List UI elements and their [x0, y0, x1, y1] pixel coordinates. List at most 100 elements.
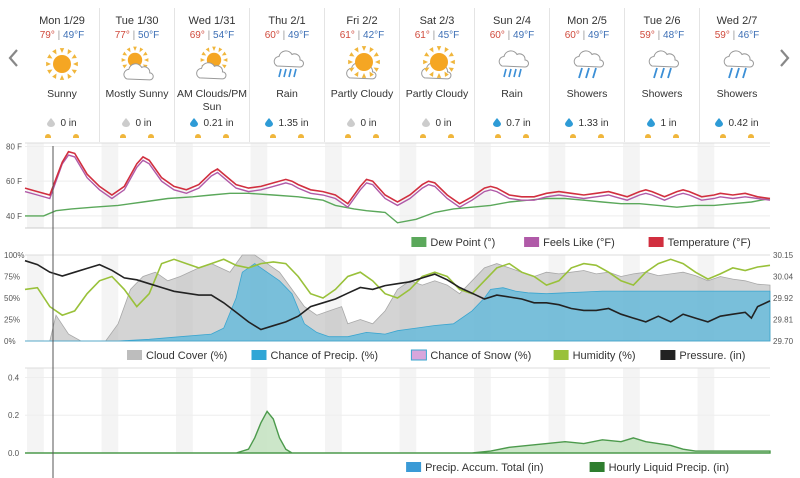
rain-icon — [273, 50, 304, 78]
sunrise-sunset-marks — [100, 134, 174, 140]
raindrop-icon — [190, 118, 203, 129]
night-band — [176, 143, 193, 228]
sunrise-sunset-marks — [175, 134, 249, 140]
series-line — [24, 154, 771, 209]
precip-chance-area — [25, 263, 771, 342]
series-line — [25, 192, 771, 224]
legend-swatch — [410, 349, 427, 361]
day-temps: 60° | 49°F — [564, 30, 610, 41]
low-temp: 49°F — [288, 30, 310, 41]
night-band — [697, 143, 715, 228]
raindrop-icon — [647, 118, 660, 129]
y-tick-label: 0.4 — [8, 373, 20, 382]
precipitation-panel — [25, 367, 770, 454]
showers-icon — [648, 50, 679, 79]
rain-icon — [498, 50, 529, 78]
sunrise-sunset-marks — [625, 134, 699, 140]
legend-swatch — [251, 350, 267, 360]
day-divider — [624, 8, 625, 142]
sunrise-sunset-marks — [400, 134, 474, 140]
forecast-day[interactable]: Fri 2/2 61° | 42°F Partly Cloudy 0 in — [325, 0, 399, 142]
humidity-line — [24, 258, 771, 317]
y-tick-label: 80 F — [6, 142, 22, 151]
day-temps: 69° | 54°F — [189, 30, 235, 41]
forecast-day[interactable]: Mon 1/29 79° | 49°F Sunny 0 in — [25, 0, 99, 142]
night-band — [27, 143, 44, 228]
forecast-day[interactable]: Tue 1/30 77° | 50°F Mostly Sunny 0 in — [100, 0, 174, 142]
forecast-day[interactable]: Sat 2/3 61° | 45°F Partly Cloudy 0 in — [400, 0, 474, 142]
y-tick-label: 50% — [4, 294, 20, 303]
night-band — [250, 143, 268, 228]
sunrise-sunset-marks — [250, 134, 324, 140]
night-band — [101, 143, 119, 228]
night-band — [325, 368, 342, 453]
night-band — [697, 368, 715, 453]
raindrop-icon — [122, 118, 135, 129]
chart-legend: Pressure. (in) Humidity (%) Chance of Snow… — [127, 349, 745, 362]
y-tick-label: 40 F — [6, 212, 22, 221]
forecast-day[interactable]: Sun 2/4 60° | 49°F Rain 0.7 in — [475, 0, 549, 142]
legend-swatch — [648, 237, 664, 247]
low-temp: 42°F — [363, 30, 385, 41]
legend-swatch — [524, 237, 540, 247]
y-tick-label: 100% — [4, 251, 24, 260]
chevron-right-icon[interactable] — [774, 44, 794, 72]
condition-label: AM Clouds/PM Sun — [176, 88, 248, 113]
raindrop-icon — [422, 118, 435, 129]
night-band — [623, 143, 640, 228]
y-tick-label: 60 F — [6, 177, 22, 186]
day-divider — [249, 8, 250, 142]
precip-amount: 1.33 in — [550, 118, 624, 132]
legend-label: Precip. Accum. Total (in) — [425, 462, 543, 474]
day-date: Mon 2/5 — [567, 15, 607, 27]
y-tick-label: 0.0 — [8, 449, 20, 458]
partly-cloudy-icon — [421, 46, 455, 80]
low-temp: 49°F — [63, 30, 85, 41]
day-divider — [699, 8, 700, 142]
legend-label: Dew Point (°) — [430, 237, 495, 249]
chevron-left-icon[interactable] — [4, 44, 24, 72]
y-tick-label-right: 29.92 — [773, 294, 794, 303]
precip-amount: 0 in — [100, 118, 174, 132]
night-band — [27, 255, 44, 341]
day-date: Fri 2/2 — [346, 15, 378, 27]
night-band — [474, 143, 491, 228]
night-band — [101, 255, 119, 341]
high-temp: 59° — [714, 30, 730, 41]
pressure-line — [24, 259, 771, 331]
hourly-precip-area — [25, 410, 771, 454]
forecast-day[interactable]: Thu 2/1 60° | 49°F Rain 1.35 in — [250, 0, 324, 142]
night-band — [623, 368, 640, 453]
sunrise-sunset-marks — [325, 134, 399, 140]
forecast-day[interactable]: Mon 2/5 60° | 49°F Showers 1.33 in — [550, 0, 624, 142]
condition-label: Showers — [641, 88, 683, 100]
condition-label: Showers — [566, 88, 608, 100]
night-band — [27, 368, 44, 453]
low-temp: 45°F — [438, 30, 460, 41]
y-tick-label: 0.2 — [8, 411, 20, 420]
day-temps: 79° | 49°F — [39, 30, 85, 41]
forecast-day[interactable]: Wed 2/7 59° | 46°F Showers 0.42 in — [700, 0, 774, 142]
precip-amount: 0.21 in — [175, 118, 249, 132]
legend-label: Humidity (%) — [573, 350, 636, 362]
day-date: Wed 1/31 — [188, 15, 236, 27]
y-tick-label-right: 30.15 — [773, 251, 794, 260]
day-temps: 60° | 49°F — [489, 30, 535, 41]
high-temp: 61° — [339, 30, 355, 41]
night-band — [399, 143, 417, 228]
day-temps: 59° | 46°F — [714, 30, 760, 41]
condition-label: Mostly Sunny — [105, 88, 169, 100]
day-temps: 61° | 45°F — [414, 30, 460, 41]
forecast-day[interactable]: Tue 2/6 59° | 48°F Showers 1 in — [625, 0, 699, 142]
legend-label: Temperature (°F) — [668, 237, 751, 249]
sunrise-sunset-marks — [550, 134, 624, 140]
day-date: Sun 2/4 — [493, 15, 531, 27]
showers-icon — [573, 50, 604, 79]
legend-label: Hourly Liquid Precip. (in) — [609, 462, 729, 474]
raindrop-icon — [565, 118, 578, 129]
low-temp: 46°F — [738, 30, 760, 41]
y-tick-label-right: 30.04 — [773, 273, 794, 282]
raindrop-icon — [47, 118, 60, 129]
day-date: Sat 2/3 — [419, 15, 455, 27]
forecast-day[interactable]: Wed 1/31 69° | 54°F AM Clouds/PM Sun 0.21 i… — [175, 0, 249, 142]
